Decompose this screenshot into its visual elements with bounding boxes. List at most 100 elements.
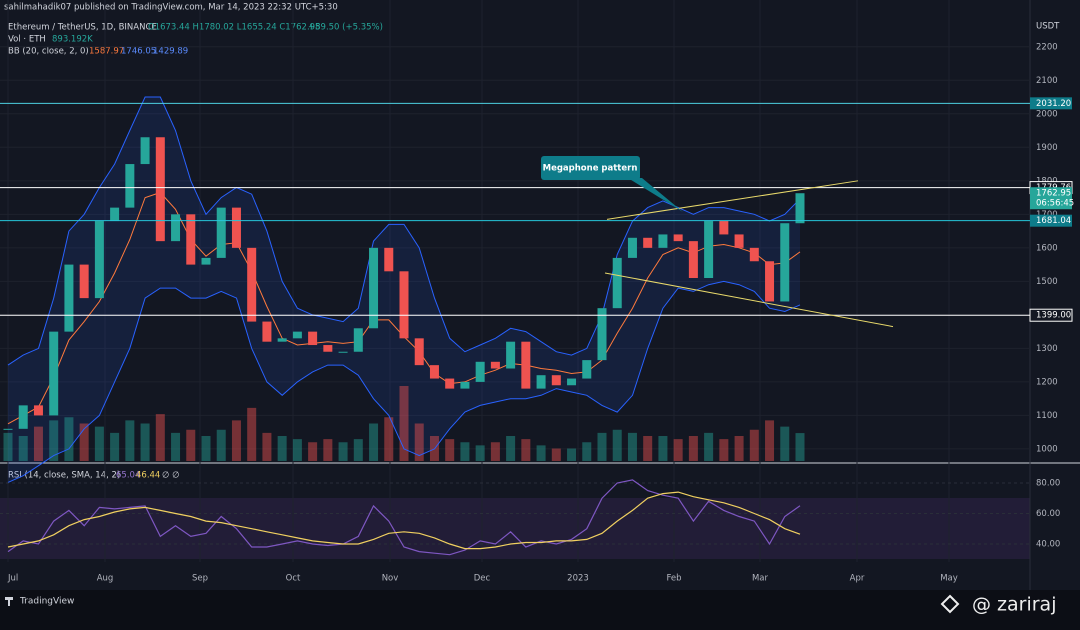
- volume-bar: [186, 429, 196, 461]
- candle: [308, 331, 318, 346]
- volume-bar: [49, 420, 59, 461]
- volume-bar: [110, 432, 120, 461]
- x-tick-label: Jul: [7, 574, 18, 584]
- rsi-ma-value: 46.44: [136, 471, 160, 481]
- candle: [475, 361, 485, 382]
- rsi-value: 65.04: [116, 471, 140, 481]
- candle: [521, 341, 531, 389]
- candle: [567, 378, 577, 386]
- volume-bar: [399, 386, 409, 461]
- rsi-title: RSI (14, close, SMA, 14, 2): [8, 471, 120, 481]
- volume-bar: [795, 433, 805, 461]
- candle: [445, 378, 455, 389]
- candle: [490, 361, 500, 369]
- volume-bar: [384, 417, 394, 461]
- candle: [323, 345, 333, 352]
- volume-bar: [308, 442, 318, 461]
- x-tick-label: Oct: [286, 574, 301, 584]
- volume-bar: [627, 432, 637, 461]
- trendline: [604, 272, 894, 328]
- volume-bar: [323, 439, 333, 461]
- candle: [247, 247, 257, 322]
- volume-bar: [460, 442, 470, 461]
- x-tick-label: Apr: [850, 574, 865, 584]
- x-tick-label: May: [940, 574, 958, 584]
- volume-bar: [734, 436, 744, 461]
- volume-bar: [506, 436, 516, 461]
- candle: [49, 331, 59, 416]
- annotation-box: [541, 156, 640, 180]
- y-tick-label: 1100: [1036, 411, 1058, 421]
- volume-bar: [292, 439, 302, 461]
- y-tick-label: 1200: [1036, 377, 1058, 387]
- rsi-line: [7, 491, 801, 550]
- candle: [643, 237, 653, 248]
- bb-lower-value: 1429.89: [153, 47, 188, 57]
- candle: [719, 221, 729, 235]
- volume-bar: [247, 407, 257, 461]
- volume-bar: [719, 439, 729, 461]
- trendline: [606, 180, 859, 220]
- price-tag: [1030, 214, 1072, 227]
- volume-title: Vol · ETH: [8, 35, 46, 45]
- countdown: 06:56:45: [1036, 199, 1074, 209]
- axis-unit: USDT: [1036, 22, 1060, 32]
- y-tick-label: 1000: [1036, 444, 1058, 454]
- candle: [582, 360, 592, 379]
- volume-bar: [171, 432, 181, 461]
- volume-bar: [567, 448, 577, 461]
- candle: [658, 234, 668, 248]
- volume-bar: [338, 442, 348, 461]
- volume-bar: [490, 442, 500, 461]
- volume-bar: [64, 417, 74, 461]
- x-tick-label: Mar: [752, 574, 769, 584]
- candle: [506, 341, 516, 369]
- price-tag-label: 1681.04: [1036, 216, 1071, 226]
- candle: [140, 137, 150, 165]
- footer-bar: [0, 590, 1080, 630]
- x-tick-label: Dec: [474, 574, 491, 584]
- volume-bar: [536, 445, 546, 461]
- candle: [369, 247, 379, 329]
- annotation: Megaphone pattern: [543, 164, 638, 174]
- volume-value: 893.192K: [52, 35, 93, 45]
- plot: 1000110012001300140015001600170018001900…: [0, 0, 1074, 584]
- candle: [399, 271, 409, 339]
- volume-bar: [445, 439, 455, 461]
- y-tick-label: 2000: [1036, 109, 1058, 119]
- volume-bar: [597, 432, 607, 461]
- volume-bar: [79, 423, 89, 461]
- volume-bar: [155, 414, 165, 461]
- volume-bar: [33, 426, 43, 461]
- candle: [94, 221, 104, 299]
- annotation-pointer: [628, 178, 683, 212]
- bb-upper-value: 1746.05: [121, 47, 156, 57]
- candle: [734, 234, 744, 248]
- candle: [673, 234, 683, 242]
- candle: [186, 214, 196, 265]
- rsi-tick-label: 60.00: [1036, 509, 1060, 519]
- y-tick-label: 1500: [1036, 277, 1058, 287]
- candle: [64, 264, 74, 332]
- rsi-tick-label: 40.00: [1036, 539, 1060, 549]
- volume-bar: [475, 445, 485, 461]
- ohlc: O1673.44 H1780.02 L1655.24 C1762.95: [148, 23, 320, 33]
- volume-bar: [201, 436, 211, 461]
- volume-bar: [277, 436, 287, 461]
- volume-bar: [612, 429, 622, 461]
- candle: [79, 264, 89, 299]
- change: +89.50 (+5.35%): [308, 23, 383, 33]
- candle: [216, 207, 226, 258]
- candle: [780, 223, 790, 302]
- price-tag-label: 2031.20: [1036, 99, 1071, 109]
- x-tick-label: Aug: [97, 574, 114, 584]
- volume-bar: [780, 426, 790, 461]
- candle: [429, 365, 439, 379]
- candle: [597, 308, 607, 361]
- volume-bar: [749, 429, 759, 461]
- volume-bar: [140, 423, 150, 461]
- volume-bar: [3, 432, 13, 461]
- x-tick-label: Feb: [666, 574, 681, 584]
- publisher: sahilmahadik07 published on TradingView.…: [4, 3, 338, 13]
